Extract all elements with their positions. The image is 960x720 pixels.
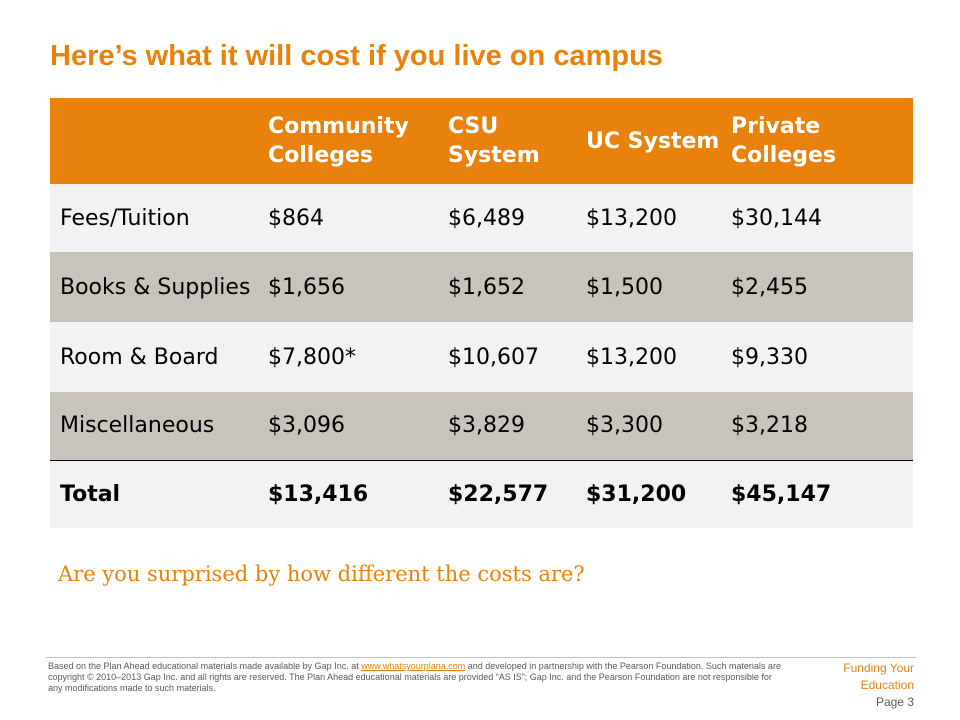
table-cell: $13,200: [586, 344, 677, 370]
footer-divider: [46, 657, 916, 658]
header-cell-community-colleges: Community Colleges: [268, 114, 409, 168]
table-cell: $3,218: [731, 413, 808, 439]
table-cell: $9,330: [731, 344, 808, 370]
table-cell: $864: [268, 205, 324, 231]
header-cell-row-label: [50, 98, 258, 184]
table-cell: $1,656: [268, 274, 345, 300]
footer-copyright-note: Based on the Plan Ahead educational mate…: [48, 661, 783, 694]
row-label: Books & Supplies: [60, 274, 251, 300]
table-header-row: Community Colleges CSU System UC System …: [50, 98, 913, 184]
table-cell: $6,489: [448, 205, 525, 231]
table-cell: $45,147: [721, 459, 913, 528]
table-cell: $30,144: [731, 205, 822, 231]
section-name: Funding Your Education: [843, 661, 914, 692]
row-label: Total: [50, 459, 258, 528]
row-label: Miscellaneous: [60, 413, 215, 439]
header-cell-private-colleges: Private Colleges: [731, 114, 837, 168]
table-cell: $22,577: [438, 459, 576, 528]
footer-page-info: Funding Your Education Page 3: [814, 660, 914, 711]
header-cell-csu-system: CSU System: [448, 114, 540, 168]
table-cell: $2,455: [731, 274, 808, 300]
table-cell: $13,200: [586, 205, 677, 231]
table-cell: $10,607: [448, 344, 539, 370]
table-row-room-board: Room & Board $7,800* $10,607 $13,200 $9,…: [50, 322, 913, 392]
table-row-total: Total $13,416 $22,577 $31,200 $45,147: [50, 459, 913, 528]
table-row-books-supplies: Books & Supplies $1,656 $1,652 $1,500 $2…: [50, 252, 913, 322]
table-row-fees-tuition: Fees/Tuition $864 $6,489 $13,200 $30,144: [50, 184, 913, 252]
table-cell: $3,300: [586, 413, 663, 439]
discussion-prompt: Are you surprised by how different the c…: [58, 562, 585, 586]
table-cell: $3,096: [268, 413, 345, 439]
footer-note-text-continued: and developed in partnership with the Pe…: [48, 661, 781, 693]
cost-table: Community Colleges CSU System UC System …: [50, 98, 913, 528]
table-cell: $7,800*: [268, 344, 356, 370]
plan-ahead-link[interactable]: www.whatsyourplana.com: [361, 661, 466, 671]
table-cell: $31,200: [576, 459, 721, 528]
row-label: Fees/Tuition: [60, 205, 190, 231]
table-cell: $3,829: [448, 413, 525, 439]
table-row-miscellaneous: Miscellaneous $3,096 $3,829 $3,300 $3,21…: [50, 392, 913, 460]
table-cell: $1,652: [448, 274, 525, 300]
table-cell: $13,416: [258, 459, 438, 528]
slide-title: Here’s what it will cost if you live on …: [50, 40, 663, 72]
header-cell-uc-system: UC System: [586, 128, 720, 154]
footer-note-text: Based on the Plan Ahead educational mate…: [48, 661, 362, 671]
page-number: Page 3: [875, 695, 914, 709]
row-label: Room & Board: [60, 344, 219, 370]
table-cell: $1,500: [586, 274, 663, 300]
